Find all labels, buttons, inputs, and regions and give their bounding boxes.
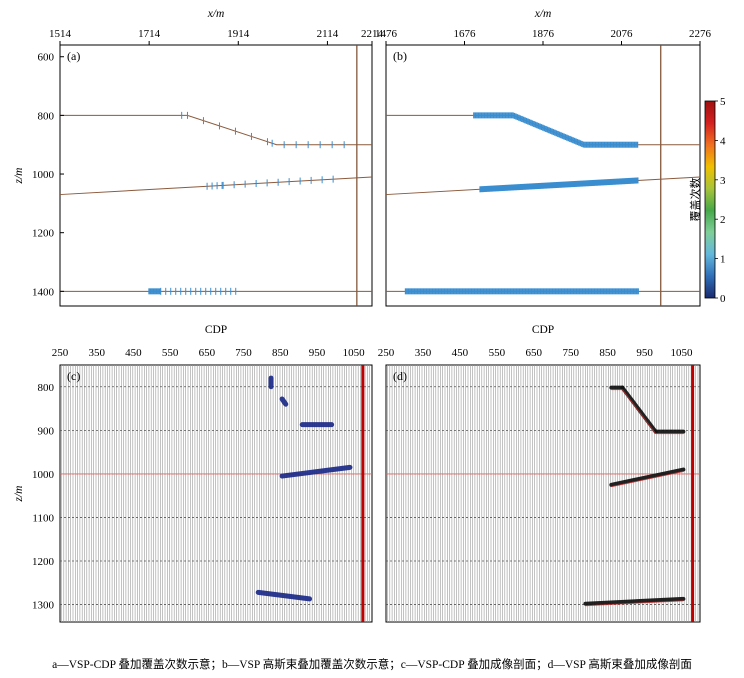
x-tick-label: 650 bbox=[526, 347, 543, 359]
colorbar-tick-label: 1 bbox=[720, 254, 726, 266]
y-tick-label: 1200 bbox=[32, 228, 55, 240]
panel-label: (c) bbox=[67, 369, 80, 383]
panel-b: 1476 1676 1876 2076 2276 x/m (b) bbox=[375, 8, 712, 307]
reflection-event bbox=[620, 385, 658, 434]
y-axis-label: z/m bbox=[13, 486, 25, 503]
y-tick-label: 1100 bbox=[32, 512, 54, 524]
x-tick-label: 950 bbox=[309, 347, 326, 359]
y-tick-label: 1400 bbox=[32, 286, 55, 298]
x-tick-label: 250 bbox=[378, 347, 395, 359]
y-tick-label: 600 bbox=[38, 52, 55, 64]
x-tick-label: 350 bbox=[88, 347, 105, 359]
colorbar-label: 覆盖次数 bbox=[688, 178, 702, 222]
reflection-event bbox=[279, 396, 289, 407]
x-tick-label: 2276 bbox=[689, 28, 712, 40]
reflection-event-edge bbox=[611, 471, 684, 488]
y-tick-label: 1000 bbox=[32, 169, 55, 181]
x-tick-label: 750 bbox=[235, 347, 252, 359]
panel-label: (a) bbox=[67, 49, 80, 63]
x-axis-label: CDP bbox=[532, 324, 554, 336]
panel-c: 250 350 450 550 650 750 850 950 1050 CDP 800 900 100… bbox=[13, 324, 373, 623]
plot-frame bbox=[59, 364, 373, 623]
plot-frame bbox=[385, 364, 701, 623]
x-tick-label: 650 bbox=[199, 347, 216, 359]
panel-a: 1514 1714 1914 2114 2214 x/m 600 800 1000 1200 140… bbox=[13, 8, 384, 307]
x-tick-label: 1714 bbox=[138, 28, 161, 40]
x-tick-label: 550 bbox=[162, 347, 179, 359]
panel-label: (b) bbox=[393, 49, 407, 63]
reflector-line bbox=[60, 114, 372, 146]
x-tick-label: 250 bbox=[52, 347, 69, 359]
x-tick-label: 1514 bbox=[49, 28, 72, 40]
reflection-event bbox=[583, 596, 686, 606]
x-tick-label: 450 bbox=[452, 347, 469, 359]
y-tick-label: 900 bbox=[38, 425, 55, 437]
x-axis-label: x/m bbox=[534, 8, 552, 20]
y-tick-label: 1300 bbox=[32, 600, 55, 612]
reflector-line bbox=[59, 176, 373, 196]
colorbar-tick-label: 5 bbox=[720, 96, 726, 108]
y-axis-label: z/m bbox=[13, 168, 25, 185]
x-tick-label: 1050 bbox=[671, 347, 694, 359]
panel-label: (d) bbox=[393, 369, 407, 383]
x-tick-label: 950 bbox=[636, 347, 653, 359]
x-tick-label: 2076 bbox=[611, 28, 634, 40]
x-tick-label: 550 bbox=[489, 347, 506, 359]
reflection-event-edge bbox=[585, 600, 684, 607]
x-tick-label: 1676 bbox=[454, 28, 477, 40]
y-tick-label: 800 bbox=[38, 382, 55, 394]
x-axis-label: x/m bbox=[207, 8, 225, 20]
colorbar-tick-label: 3 bbox=[720, 175, 726, 187]
reflection-event bbox=[609, 467, 686, 487]
x-tick-label: 450 bbox=[125, 347, 142, 359]
x-tick-label: 2214 bbox=[361, 28, 384, 40]
x-axis-label: CDP bbox=[205, 324, 227, 336]
x-tick-label: 750 bbox=[562, 347, 579, 359]
reflection-event-edge bbox=[622, 389, 657, 434]
x-tick-label: 1050 bbox=[343, 347, 366, 359]
y-tick-label: 1200 bbox=[32, 556, 55, 568]
figure-caption: a—VSP-CDP 叠加覆盖次数示意；b—VSP 高斯束叠加覆盖次数示意；c—V… bbox=[52, 659, 692, 671]
colorbar: 0 1 2 3 4 5 覆盖次数 bbox=[688, 96, 726, 305]
x-tick-label: 1476 bbox=[375, 28, 398, 40]
x-tick-label: 350 bbox=[415, 347, 432, 359]
colorbar-tick-label: 4 bbox=[720, 135, 726, 147]
colorbar-tick-label: 0 bbox=[720, 293, 726, 305]
x-tick-label: 850 bbox=[599, 347, 616, 359]
reflection-event bbox=[279, 464, 353, 479]
plot-frame bbox=[59, 44, 373, 307]
plot-frame bbox=[385, 44, 701, 307]
reflection-event bbox=[255, 589, 313, 602]
y-tick-label: 800 bbox=[38, 110, 55, 122]
x-tick-label: 2114 bbox=[317, 28, 339, 40]
x-tick-label: 1914 bbox=[227, 28, 250, 40]
panel-d: 250 350 450 550 650 750 850 950 1050 CDP (d) bbox=[378, 324, 701, 623]
x-tick-label: 850 bbox=[272, 347, 289, 359]
y-tick-label: 1000 bbox=[32, 469, 55, 481]
colorbar-tick-label: 2 bbox=[720, 214, 726, 226]
x-tick-label: 1876 bbox=[532, 28, 555, 40]
colorbar-bar bbox=[704, 100, 716, 299]
